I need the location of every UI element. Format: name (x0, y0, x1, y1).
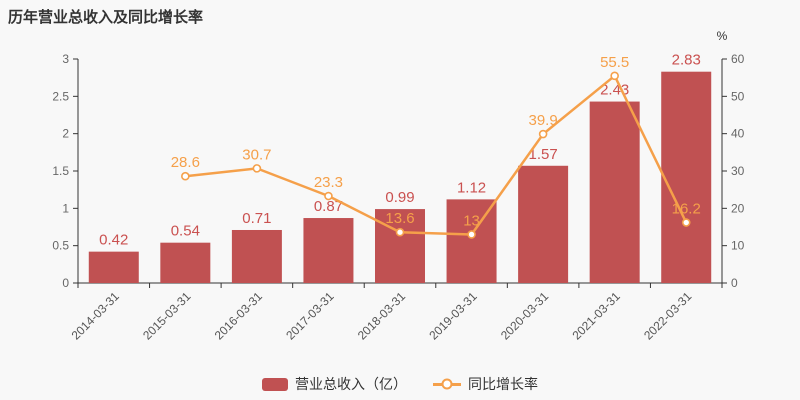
bar-value-label-2018-03-31: 0.99 (385, 189, 414, 206)
x-axis-category-label: 2019-03-31 (426, 289, 480, 343)
legend-item-growth[interactable]: 同比增长率 (433, 374, 538, 394)
bar-2014-03-31[interactable] (88, 251, 139, 283)
bar-value-label-2015-03-31: 0.54 (171, 223, 200, 240)
line-value-label-2015-03-31: 28.6 (171, 154, 200, 171)
x-axis-category-label: 2015-03-31 (140, 289, 194, 343)
bar-value-label-2019-03-31: 1.12 (457, 179, 486, 196)
bar-legend-swatch-icon (262, 377, 288, 391)
left-axis-tick-label: 3 (62, 52, 69, 66)
bar-value-label-2014-03-31: 0.42 (99, 232, 128, 249)
bar-value-label-2016-03-31: 0.71 (242, 210, 271, 227)
legend-item-revenue[interactable]: 营业总收入（亿） (262, 374, 407, 394)
left-axis-tick-label: 2.5 (52, 89, 69, 103)
line-legend-dot-icon (441, 378, 453, 390)
line-value-label-2017-03-31: 23.3 (314, 174, 343, 191)
right-axis-tick-label: 0 (731, 276, 738, 290)
x-axis-category-label: 2016-03-31 (212, 289, 266, 343)
line-point-2020-03-31[interactable] (538, 129, 548, 139)
bar-value-label-2017-03-31: 0.87 (314, 198, 343, 215)
left-axis-tick-label: 0 (62, 276, 69, 290)
bar-value-label-2022-03-31: 2.83 (672, 52, 701, 69)
bar-2015-03-31[interactable] (160, 242, 211, 283)
line-point-2022-03-31[interactable] (681, 218, 691, 227)
legend: 营业总收入（亿） 同比增长率 (0, 374, 800, 394)
line-value-label-2019-03-31: 13 (463, 212, 480, 229)
line-point-2015-03-31[interactable] (181, 171, 190, 181)
bar-2018-03-31[interactable] (375, 209, 425, 283)
chart-title: 历年营业总收入及同比增长率 (8, 9, 204, 26)
right-axis-tick-label: 60 (731, 52, 745, 66)
bar-2019-03-31[interactable] (446, 199, 497, 283)
line-point-2021-03-31[interactable] (610, 71, 619, 81)
x-axis-category-label: 2022-03-31 (641, 289, 695, 343)
bar-value-label-2021-03-31: 2.43 (600, 82, 629, 99)
line-legend-swatch-icon (433, 378, 461, 390)
bar-2021-03-31[interactable] (589, 101, 640, 283)
x-axis-category-label: 2021-03-31 (569, 289, 623, 343)
line-value-label-2020-03-31: 39.9 (529, 112, 558, 129)
left-axis-tick-label: 1 (62, 201, 69, 215)
bar-value-label-2020-03-31: 1.57 (529, 146, 558, 163)
bar-2016-03-31[interactable] (231, 229, 282, 283)
line-point-2016-03-31[interactable] (252, 164, 262, 173)
x-axis-category-label: 2018-03-31 (355, 289, 409, 343)
x-axis-category-label: 2020-03-31 (498, 289, 552, 343)
line-value-label-2016-03-31: 30.7 (242, 146, 271, 163)
line-value-label-2018-03-31: 13.6 (385, 210, 414, 227)
line-value-label-2021-03-31: 55.5 (600, 54, 629, 71)
bar-2022-03-31[interactable] (661, 71, 712, 284)
line-value-label-2022-03-31: 16.2 (672, 201, 701, 218)
left-axis-tick-label: 1.5 (52, 164, 69, 178)
left-axis-tick-label: 0.5 (52, 239, 69, 253)
growth-rate-line (184, 74, 688, 236)
left-axis-tick-label: 2 (62, 127, 69, 141)
right-axis-tick-label: 30 (731, 164, 745, 178)
line-point-2019-03-31[interactable] (467, 230, 476, 239)
right-axis-tick-label: 40 (731, 127, 745, 141)
right-axis-unit-label: % (717, 29, 728, 43)
x-axis-category-label: 2014-03-31 (69, 289, 123, 343)
bar-2020-03-31[interactable] (518, 165, 569, 283)
line-point-2017-03-31[interactable] (324, 191, 333, 201)
x-axis-category-label: 2017-03-31 (283, 289, 337, 343)
legend-label-growth: 同比增长率 (468, 376, 538, 392)
line-point-2018-03-31[interactable] (395, 227, 405, 237)
legend-label-revenue: 营业总收入（亿） (295, 376, 407, 392)
right-axis-tick-label: 50 (731, 89, 745, 103)
right-axis-tick-label: 20 (731, 201, 745, 215)
right-axis-tick-label: 10 (731, 239, 745, 253)
bar-2017-03-31[interactable] (303, 218, 354, 283)
